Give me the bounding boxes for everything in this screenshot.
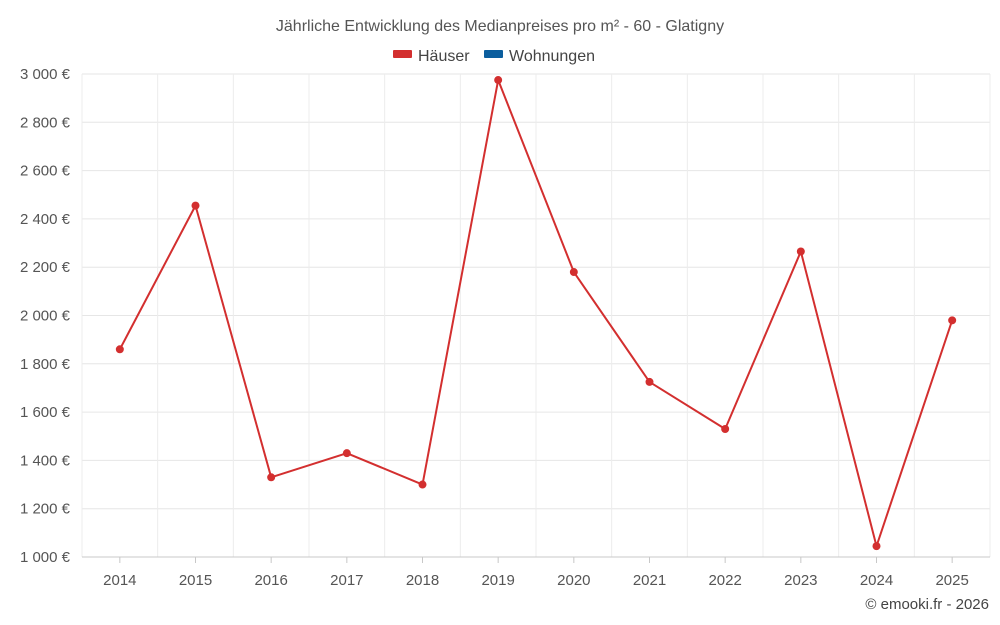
x-axis: 2014 2015 2016 2017 2018 2019 2020 2021 2022 2023…	[82, 556, 990, 589]
x-tick-label: 2020	[557, 572, 590, 589]
x-tick-label: 2024	[860, 572, 893, 589]
data-point-houses[interactable]	[569, 268, 578, 277]
legend-item-houses[interactable]: Häuser	[393, 48, 470, 65]
data-point-houses[interactable]	[494, 76, 503, 85]
y-axis: 1 000 € 1 200 € 1 400 € 1 600 € 1 800 € 2 000…	[20, 66, 71, 566]
y-tick-label: 1 200 €	[20, 501, 71, 518]
y-tick-label: 3 000 €	[20, 66, 71, 83]
y-tick-label: 1 800 €	[20, 356, 71, 373]
x-tick-label: 2022	[708, 572, 741, 589]
x-tick-label: 2014	[103, 572, 136, 589]
data-point-houses[interactable]	[191, 201, 200, 210]
x-tick-label: 2016	[254, 572, 287, 589]
x-tick-label: 2018	[406, 572, 439, 589]
y-tick-label: 2 800 €	[20, 114, 71, 131]
x-tick-label: 2025	[935, 572, 968, 589]
legend: Häuser Wohnungen	[393, 48, 595, 65]
data-point-houses[interactable]	[342, 449, 351, 458]
chart-title: Jährliche Entwicklung des Medianpreises …	[276, 18, 724, 35]
y-tick-label: 1 400 €	[20, 452, 71, 469]
grid	[81, 73, 991, 557]
x-tick-label: 2021	[633, 572, 666, 589]
y-tick-label: 1 000 €	[20, 549, 71, 566]
y-tick-label: 2 200 €	[20, 259, 71, 276]
data-point-houses[interactable]	[418, 480, 427, 489]
legend-swatch-apartments	[484, 50, 503, 58]
x-tick-label: 2017	[330, 572, 363, 589]
data-point-houses[interactable]	[872, 542, 881, 551]
x-tick-label: 2015	[179, 572, 212, 589]
data-point-houses[interactable]	[267, 473, 276, 482]
series-line-houses	[118, 79, 954, 548]
data-point-houses[interactable]	[645, 377, 654, 386]
x-tick-label: 2019	[481, 572, 514, 589]
y-tick-label: 2 600 €	[20, 163, 71, 180]
data-point-houses[interactable]	[948, 316, 957, 325]
legend-label-houses: Häuser	[418, 48, 470, 65]
legend-item-apartments[interactable]: Wohnungen	[484, 48, 595, 65]
y-tick-label: 2 400 €	[20, 211, 71, 228]
legend-label-apartments: Wohnungen	[509, 48, 595, 65]
data-point-houses[interactable]	[115, 345, 124, 354]
series-houses	[115, 76, 957, 551]
data-point-houses[interactable]	[721, 425, 730, 434]
y-tick-label: 2 000 €	[20, 308, 71, 325]
y-tick-label: 1 600 €	[20, 404, 71, 421]
credit-text: © emooki.fr - 2026	[865, 596, 989, 613]
data-point-houses[interactable]	[796, 247, 805, 256]
legend-swatch-houses	[393, 50, 412, 58]
x-tick-label: 2023	[784, 572, 817, 589]
